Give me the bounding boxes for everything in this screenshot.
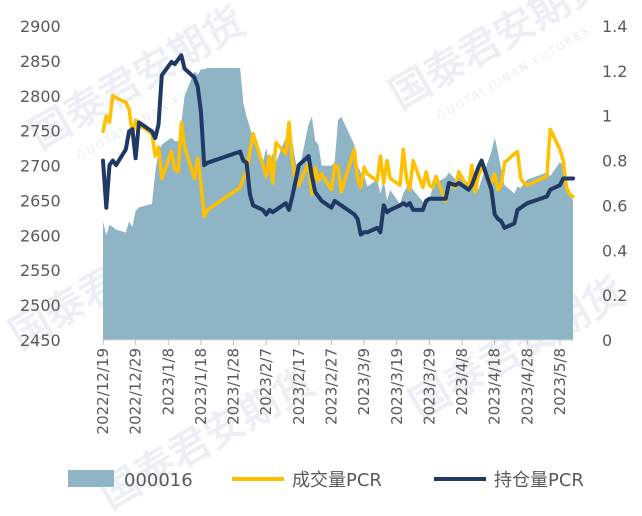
axis-layer: 2450 2500 2550 2600 2650 2700 2750 2800 2850 2900… [20,17,627,434]
x-tick-label: 2023/1/18 [192,348,210,425]
right-tick-label: 0.4 [602,241,627,260]
x-tick-label: 2023/2/17 [290,348,308,425]
watermark-text: 国泰君安期货 [382,0,613,119]
left-tick-label: 2600 [20,226,61,245]
x-tick-label: 2023/3/19 [388,348,406,425]
x-tick-label: 2023/3/9 [355,348,373,415]
left-tick-label: 2650 [20,191,61,210]
x-tick-label: 2023/5/8 [551,348,569,415]
left-tick-label: 2700 [20,157,61,176]
right-tick-label: 0.8 [602,152,627,171]
x-tick-label: 2023/2/27 [323,348,341,425]
right-tick-label: 1 [602,107,612,126]
right-tick-label: 0.6 [602,196,627,215]
x-tick-label: 2023/1/8 [159,348,177,415]
left-tick-label: 2450 [20,331,61,350]
x-tick-label: 2023/4/18 [486,348,504,425]
left-tick-label: 2900 [20,17,61,36]
x-tick-label: 2023/4/28 [518,348,536,425]
left-tick-label: 2850 [20,52,61,71]
legend-swatch-area [68,470,114,487]
left-tick-label: 2750 [20,122,61,141]
right-tick-label: 1.4 [602,17,627,36]
left-tick-label: 2500 [20,296,61,315]
x-tick-label: 2022/12/29 [127,348,145,434]
x-tick-label: 2023/4/8 [453,348,471,415]
series-line-1 [101,93,575,219]
right-tick-label: 1.2 [602,62,627,81]
series-line-2 [101,53,575,237]
right-tick-label: 0.2 [602,286,627,305]
line-layer [101,53,575,237]
right-tick-label: 0 [602,331,612,350]
x-tick-label: 2023/2/7 [257,348,275,415]
legend-label: 成交量PCR [292,470,382,491]
x-tick-label: 2022/12/19 [94,348,112,434]
x-tick-label: 2023/1/28 [225,348,243,425]
legend-label: 持仓量PCR [494,470,584,491]
left-tick-label: 2800 [20,87,61,106]
legend-label: 000016 [124,470,193,491]
x-tick-label: 2023/3/29 [420,348,438,425]
legend: 000016 成交量PCR 持仓量PCR [68,470,584,491]
left-tick-label: 2550 [20,261,61,280]
